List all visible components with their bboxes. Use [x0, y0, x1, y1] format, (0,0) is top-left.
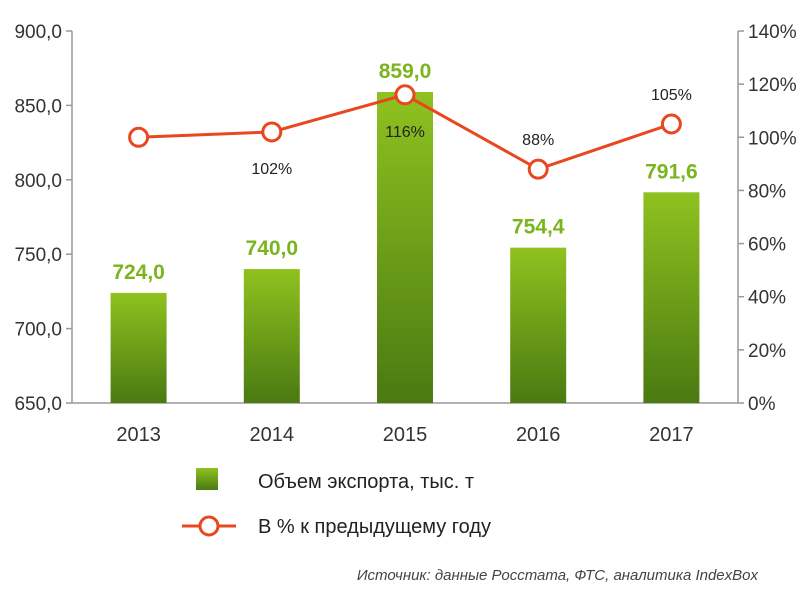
bar: [243, 269, 300, 403]
x-tick-label: 2016: [516, 424, 561, 446]
bar-value-label: 740,0: [246, 237, 299, 260]
line-value-label: 102%: [251, 161, 292, 178]
y-tick-label-right: 120%: [748, 75, 797, 96]
y-tick-label-right: 60%: [748, 235, 786, 256]
bar-value-label: 859,0: [379, 60, 432, 83]
legend-bar-label: Объем экспорта, тыс. т: [258, 471, 474, 493]
legend-bar-swatch: [196, 468, 218, 490]
line-value-label: 116%: [385, 124, 425, 141]
y-tick-label-left: 800,0: [14, 171, 62, 192]
source-note: Источник: данные Росстата, ФТС, аналитик…: [357, 567, 759, 584]
y-tick-label-left: 750,0: [14, 245, 62, 266]
y-tick-label-left: 850,0: [14, 96, 62, 117]
line-value-label: 88%: [522, 132, 554, 149]
bar: [377, 92, 433, 404]
y-tick-label-right: 0%: [748, 394, 776, 415]
y-tick-label-right: 40%: [748, 288, 786, 309]
bar: [110, 292, 167, 403]
y-tick-label-right: 100%: [748, 128, 797, 149]
bar-value-label: 791,6: [645, 160, 698, 183]
bar: [643, 192, 700, 403]
y-tick-label-left: 700,0: [14, 320, 62, 341]
y-tick-label-left: 900,0: [14, 22, 62, 43]
legend: Объем экспорта, тыс. т В % к предыдущему…: [182, 468, 491, 538]
axes: 650,0 700,0 750,0 800,0 850,0 900,0 0% 20% 40% 60…: [14, 22, 796, 446]
line-point: [261, 121, 283, 143]
x-tick-label: 2015: [383, 424, 428, 446]
x-tick-label: 2013: [116, 424, 161, 446]
bars: [110, 92, 700, 404]
y-tick-label-right: 140%: [748, 22, 797, 43]
line-value-label: 105%: [651, 87, 692, 104]
legend-line-marker: [198, 515, 220, 537]
y-tick-label-left: 650,0: [14, 394, 62, 415]
x-tick-label: 2014: [250, 424, 295, 446]
data-labels: 724,0 740,0 859,0 754,4 791,6 102% 116% 88% 105%: [112, 60, 697, 284]
bar-value-label: 724,0: [112, 261, 165, 284]
bar-value-label: 754,4: [512, 216, 565, 239]
line-point: [527, 158, 549, 180]
legend-line-label: В % к предыдущему году: [258, 516, 491, 538]
x-tick-label: 2017: [649, 424, 694, 446]
bar: [510, 247, 567, 403]
line-point: [660, 113, 682, 135]
y-tick-label-right: 80%: [748, 181, 786, 202]
line-series: [128, 84, 682, 180]
line-point: [394, 84, 416, 106]
line-point: [128, 126, 150, 148]
y-tick-label-right: 20%: [748, 341, 786, 362]
